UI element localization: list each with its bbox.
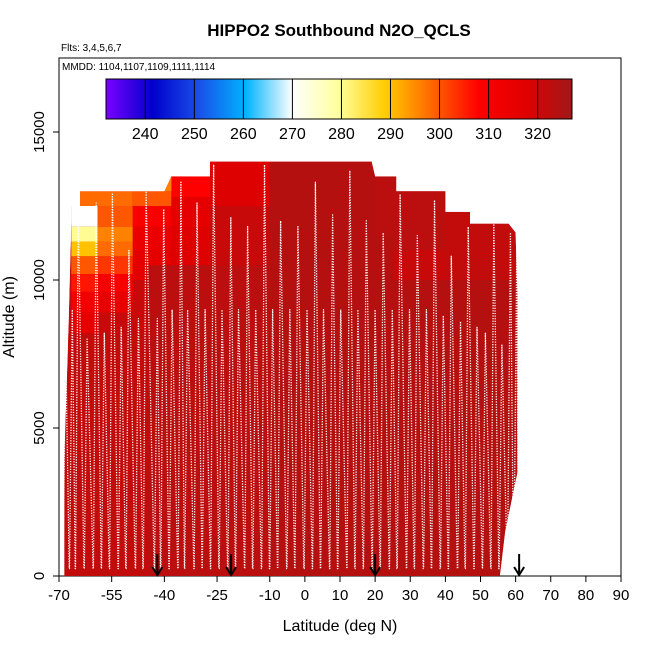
y-axis: 0 5000 10000 15000 bbox=[31, 111, 59, 580]
field-cell bbox=[97, 241, 133, 257]
field-cell bbox=[71, 226, 98, 242]
mmdd-label: MMDD: 1104,1107,1109,1111,1114 bbox=[62, 62, 216, 73]
field-cell bbox=[171, 197, 211, 227]
field-cell bbox=[392, 280, 518, 576]
colorbar-tick-label: 240 bbox=[132, 126, 159, 143]
x-tick-label: 0 bbox=[301, 587, 309, 604]
field-cell bbox=[71, 312, 98, 334]
colorbar-tick-label: 270 bbox=[279, 126, 306, 143]
field-cell bbox=[171, 226, 211, 266]
field-cell bbox=[71, 241, 98, 257]
field-cell bbox=[71, 206, 98, 227]
y-axis-label: Altitude (m) bbox=[1, 276, 18, 358]
x-tick-label: -40 bbox=[154, 587, 176, 604]
colorbar-ticks: 240 250 260 270 280 290 300 310 320 bbox=[132, 79, 551, 143]
field-cell bbox=[210, 161, 270, 206]
chart-title: HIPPO2 Southbound N2O_QCLS bbox=[207, 21, 471, 40]
field-cell bbox=[132, 191, 172, 206]
sounding-arrow bbox=[369, 554, 381, 577]
x-axis-label: Latitude (deg N) bbox=[283, 618, 398, 635]
field-cell bbox=[97, 226, 133, 242]
colorbar-tick-label: 290 bbox=[377, 126, 404, 143]
field-cell bbox=[171, 176, 211, 198]
n2o-field bbox=[64, 161, 518, 576]
colorbar-box bbox=[105, 78, 573, 120]
field-cell bbox=[97, 274, 133, 292]
x-tick-label: 50 bbox=[472, 587, 489, 604]
y-tick-label: 5000 bbox=[31, 411, 48, 444]
sounding-arrow bbox=[225, 554, 237, 577]
x-tick-label: -10 bbox=[259, 587, 281, 604]
x-tick-label: 10 bbox=[332, 587, 349, 604]
field-cell bbox=[80, 191, 133, 206]
field-cell bbox=[71, 274, 98, 292]
x-tick-label: 90 bbox=[613, 587, 630, 604]
field-cell bbox=[71, 256, 98, 275]
field-cell bbox=[132, 206, 172, 227]
x-tick-label: 20 bbox=[367, 587, 384, 604]
x-tick-label: -70 bbox=[48, 587, 70, 604]
flight-profiles bbox=[62, 163, 520, 570]
colorbar-tick-label: 250 bbox=[181, 126, 208, 143]
y-tick-label: 0 bbox=[31, 572, 48, 580]
x-axis: -70 -55 -40 -25 -10 0 10 20 30 40 50 60 70 80 90 bbox=[48, 576, 629, 604]
sounding-arrow bbox=[151, 554, 164, 577]
x-tick-label: 80 bbox=[578, 587, 595, 604]
sounding-arrow bbox=[513, 554, 525, 577]
x-tick-label: -55 bbox=[101, 587, 123, 604]
colorbar: 240 250 260 270 280 290 300 310 320 bbox=[105, 78, 573, 143]
sounding-arrows bbox=[151, 554, 525, 577]
field-cell bbox=[445, 211, 516, 280]
field-cell bbox=[97, 291, 133, 313]
colorbar-tick-label: 300 bbox=[426, 126, 453, 143]
field-cell bbox=[97, 256, 133, 275]
flight-track bbox=[62, 163, 520, 570]
colorbar-tick-label: 320 bbox=[524, 126, 551, 143]
x-tick-label: -25 bbox=[206, 587, 228, 604]
x-tick-label: 40 bbox=[437, 587, 454, 604]
y-tick-label: 10000 bbox=[31, 259, 48, 301]
colorbar-tick-label: 280 bbox=[328, 126, 355, 143]
field-cells bbox=[64, 161, 518, 576]
x-tick-label: 70 bbox=[542, 587, 559, 604]
field-cell bbox=[71, 291, 98, 313]
field-cell bbox=[269, 161, 376, 236]
x-tick-label: 30 bbox=[402, 587, 419, 604]
colorbar-tick-label: 310 bbox=[475, 126, 502, 143]
flights-label: Flts: 3,4,5,6,7 bbox=[61, 43, 122, 54]
y-tick-label: 15000 bbox=[31, 111, 48, 153]
field-cell bbox=[97, 206, 133, 227]
field-cell bbox=[132, 226, 172, 251]
x-tick-label: 60 bbox=[507, 587, 524, 604]
colorbar-tick-label: 260 bbox=[230, 126, 257, 143]
